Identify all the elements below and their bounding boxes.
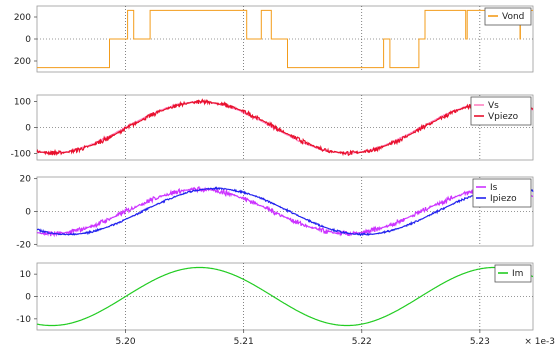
y-tick-label: 200 (14, 13, 31, 23)
legend: Im (494, 264, 532, 283)
series-line-vond (37, 9, 533, 69)
y-tick-label: -10 (16, 315, 31, 325)
legend-box (472, 178, 532, 208)
panel-1: 200 0 200 Vond (14, 5, 534, 73)
legend-label: Is (490, 183, 498, 193)
panel-4: 10 0 -10 Im (16, 262, 534, 331)
panel-frame (36, 262, 534, 331)
legend-box (494, 264, 532, 283)
legend-box (470, 96, 532, 126)
legend-label: Im (512, 269, 523, 279)
x-tick-label: 5.23 (470, 337, 490, 347)
y-tick-label: 0 (25, 208, 31, 218)
x-tick-label: 5.22 (352, 337, 372, 347)
legend-label: Ipiezo (490, 194, 517, 204)
x-tick-label: 5.20 (116, 337, 136, 347)
y-tick-label: 10 (20, 270, 32, 280)
legend: Vond (484, 7, 532, 26)
y-tick-label: 20 (20, 175, 32, 185)
y-tick-label: 0 (25, 124, 31, 134)
series-line-ipiezo (36, 186, 534, 237)
series-line-im (36, 266, 534, 327)
y-tick-label: 0 (25, 35, 31, 45)
x-scale-label: × 1e-3 (524, 337, 555, 347)
legend-label: Vpiezo (488, 112, 519, 122)
y-tick-label: 100 (14, 98, 31, 108)
y-tick-label: 200 (14, 57, 31, 67)
y-tick-label: -100 (11, 150, 32, 160)
y-tick-label: 0 (25, 293, 31, 303)
panel-frame (36, 94, 534, 161)
series-line-vpiezo (36, 98, 534, 157)
series-line-is (36, 185, 534, 238)
y-tick-label: -20 (16, 240, 31, 250)
x-tick-label: 5.21 (234, 337, 254, 347)
panel-frame (36, 176, 534, 247)
legend-label: Vs (488, 101, 499, 111)
legend-box (484, 7, 532, 26)
legend-label: Vond (502, 12, 524, 22)
